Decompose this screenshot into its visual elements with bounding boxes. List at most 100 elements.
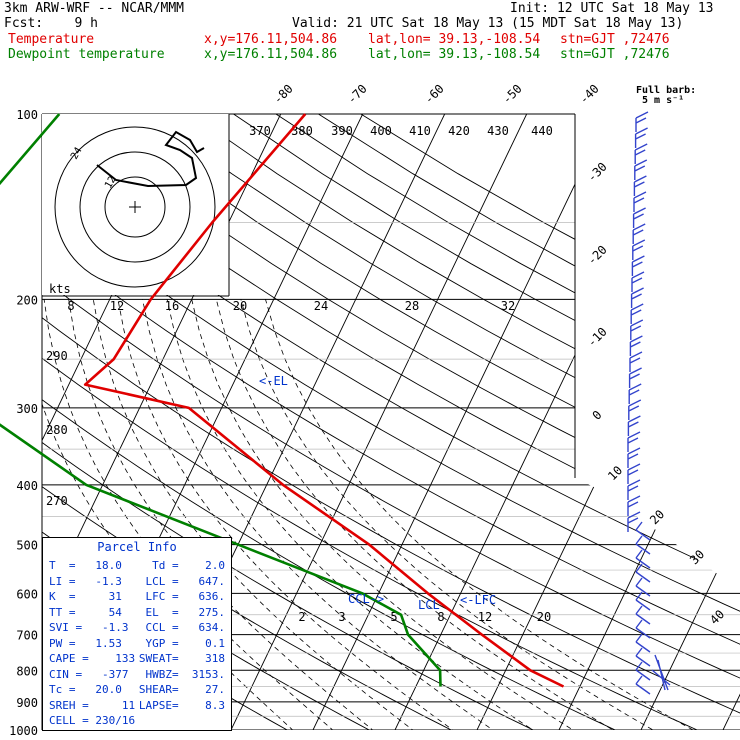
dew-legend-latlon: lat,lon= 39.13,-108.54 xyxy=(368,47,541,62)
mixing-ratio-label: 5 xyxy=(390,610,397,624)
dry-adiabat-line xyxy=(42,114,740,730)
wind-barb xyxy=(628,383,642,404)
parcel-info-row: K = 31 LFC = 636. xyxy=(43,589,231,605)
moist-adiabat-line xyxy=(117,299,471,730)
pressure-tick-label: 700 xyxy=(16,629,38,643)
wind-barb xyxy=(633,175,647,196)
temperature-profile xyxy=(83,113,565,688)
moist-adiabat-line xyxy=(265,299,717,730)
isotherm-label: 40 xyxy=(707,607,727,627)
theta-label: 400 xyxy=(370,124,392,138)
wind-barb xyxy=(630,287,644,308)
isotherm-label: 10 xyxy=(605,463,625,483)
theta-label: 290 xyxy=(46,349,68,363)
parcel-info-right: LFC = 636. xyxy=(145,590,225,603)
parcel-info-left: CAPE = 133 xyxy=(49,652,136,665)
hodograph-speed-label: 28 xyxy=(405,299,419,313)
parcel-info-right: LAPSE= 8.3 xyxy=(138,698,225,712)
moist-adiabat-line xyxy=(215,299,635,730)
wind-barb xyxy=(628,367,642,388)
dewpoint-profile xyxy=(0,113,442,687)
hodograph-ring-label: 24 xyxy=(69,146,85,162)
wind-barb xyxy=(632,223,646,244)
parcel-info-left: SVI = -1.3 xyxy=(49,621,129,634)
hodograph-speed-label: 16 xyxy=(165,299,179,313)
hodograph-ring xyxy=(104,176,166,238)
moist-adiabat-line xyxy=(191,299,594,730)
wind-barb xyxy=(634,127,648,148)
isotherm-label: -50 xyxy=(500,82,525,107)
isotherm-line xyxy=(42,114,282,730)
parcel-info-row: LI = -1.3 LCL = 647. xyxy=(43,574,231,590)
wind-barb xyxy=(627,431,641,452)
dew-legend-label: Dewpoint temperature xyxy=(8,47,165,62)
pressure-tick-label: 400 xyxy=(16,479,38,493)
pressure-tick-label: 600 xyxy=(16,587,38,601)
pressure-tick-label: 900 xyxy=(16,696,38,710)
wind-barb xyxy=(635,577,651,597)
parcel-info-left: Tc = 20.0 xyxy=(49,683,122,696)
parcel-info-left: T = 18.0 xyxy=(49,559,122,572)
dry-adiabat-line xyxy=(233,114,740,730)
parcel-info-right: Td = 2.0 xyxy=(152,559,225,572)
parcel-info-right: YGP = 0.1 xyxy=(145,636,225,650)
parcel-info-row: Tc = 20.0 SHEAR= 27. xyxy=(43,682,231,698)
parcel-info-right: LCL = 647. xyxy=(145,574,225,588)
pressure-tick-label: 100 xyxy=(16,108,38,122)
mixing-ratio-label: 2 xyxy=(298,610,305,624)
mixing-ratio-label: 8 xyxy=(437,610,444,624)
wind-barb xyxy=(631,271,645,292)
dry-adiabat-line xyxy=(148,114,740,730)
level-annotation: CCL-> xyxy=(348,592,384,606)
mixing-ratio-label: 12 xyxy=(478,610,492,624)
parcel-info-row: T = 18.0 Td = 2.0 xyxy=(43,558,231,574)
theta-label: 380 xyxy=(291,124,313,138)
wind-barb xyxy=(635,633,651,653)
wind-barb xyxy=(635,619,651,639)
dew-legend-stn: stn=GJT ,72476 xyxy=(560,47,670,62)
isotherm-line xyxy=(312,114,610,730)
wind-barb-legend-title: Full barb: xyxy=(636,85,697,96)
valid-time: Valid: 21 UTC Sat 18 May 13 (15 MDT Sat … xyxy=(292,16,684,31)
hodograph-ring-label: 12 xyxy=(103,175,119,191)
isotherm-label: 30 xyxy=(687,547,707,567)
dry-adiabat-line xyxy=(42,114,561,730)
level-annotation: <-LFC xyxy=(460,593,496,607)
wind-barb xyxy=(635,563,651,583)
mixing-ratio-label: 3 xyxy=(338,610,345,624)
parcel-info-left: PW = 1.53 xyxy=(49,636,122,650)
wind-barb xyxy=(632,239,646,260)
wind-barb xyxy=(627,415,641,436)
level-annotation: LCL xyxy=(418,598,440,612)
wind-barb xyxy=(635,521,651,541)
moist-adiabat-line xyxy=(142,299,512,730)
dry-adiabat-line xyxy=(190,114,740,730)
parcel-info-row: SREH = 11 LAPSE= 8.3 xyxy=(43,698,231,714)
init-time: Init: 12 UTC Sat 18 May 13 xyxy=(510,1,714,16)
theta-label: 430 xyxy=(487,124,509,138)
wind-barb xyxy=(627,511,641,532)
hodograph-trace xyxy=(96,130,205,188)
dry-adiabat-line xyxy=(105,114,740,730)
theta-label: 440 xyxy=(531,124,553,138)
temp-legend-latlon: lat,lon= 39.13,-108.54 xyxy=(368,32,541,47)
theta-label: 390 xyxy=(331,124,353,138)
pressure-tick-label: 500 xyxy=(16,539,38,553)
hodograph-speed-label: 20 xyxy=(233,299,247,313)
level-annotation: <-EL xyxy=(259,374,288,388)
wind-barb xyxy=(635,549,651,569)
theta-label: 280 xyxy=(46,423,68,437)
theta-label: 270 xyxy=(46,494,68,508)
dry-adiabat-line xyxy=(63,114,740,730)
wind-barb xyxy=(651,654,671,691)
dry-adiabat-line xyxy=(42,114,740,730)
forecast-hour: Fcst: 9 h xyxy=(4,16,98,31)
wind-barb xyxy=(631,255,645,276)
isotherm-label: -40 xyxy=(577,82,602,107)
parcel-info-text: CELL = 230/16 xyxy=(49,714,136,727)
wind-barb-column xyxy=(627,111,671,695)
pressure-tick-label: 800 xyxy=(16,664,38,678)
wind-barb xyxy=(635,605,651,625)
hodograph-speed-label: 32 xyxy=(501,299,515,313)
isotherm-label: -10 xyxy=(585,325,610,350)
